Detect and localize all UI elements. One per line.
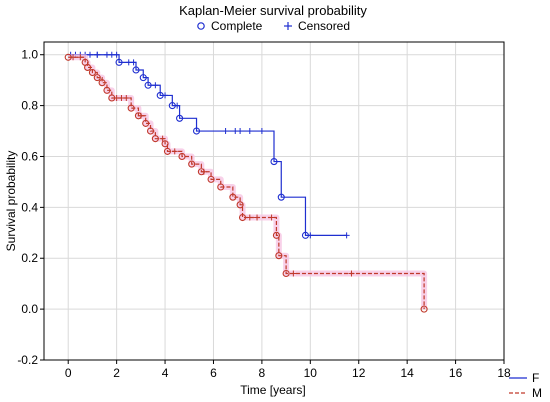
x-tick-label: 8	[259, 366, 266, 380]
series-f-censored-mark	[246, 128, 253, 135]
series-m-event-point	[178, 152, 186, 161]
series-m-event-point	[282, 269, 290, 278]
series-f-event-point	[144, 81, 152, 89]
series-f-event-point	[168, 102, 176, 110]
y-axis-label: Survival probability	[4, 151, 18, 252]
series-m-censored-mark	[348, 270, 355, 277]
series-f-censored-mark	[237, 128, 244, 135]
series-m-censored-mark	[171, 148, 178, 155]
series-m-event-point	[272, 231, 280, 239]
x-tick-label: 14	[400, 366, 414, 380]
x-tick-label: 2	[113, 366, 120, 380]
y-tick-label: -0.2	[17, 353, 38, 367]
series-f-censored-mark	[258, 128, 265, 135]
series-m-censored-mark	[268, 214, 275, 221]
series-f-event-point	[156, 91, 164, 99]
series-m-event-point	[197, 168, 205, 176]
x-tick-label: 0	[65, 366, 72, 380]
series-m-line	[68, 56, 425, 310]
censored-legend-label: Censored	[298, 19, 350, 33]
x-tick-label: 12	[352, 366, 366, 380]
y-tick-label: 0.2	[21, 251, 38, 265]
x-tick-label: 10	[304, 366, 318, 380]
plot-area-frame	[43, 41, 505, 361]
series-m-event-point	[236, 201, 244, 209]
series-f-event-point	[277, 193, 285, 201]
series-m-censored-mark	[77, 54, 84, 61]
series-m-event-point	[98, 79, 106, 87]
series-m-event-point	[103, 86, 111, 94]
series-m-event-point	[188, 160, 196, 168]
series-m-censored-mark	[159, 135, 166, 142]
series-f-event-point	[139, 74, 147, 82]
series-m-censored-mark	[123, 94, 130, 101]
y-tick-label: 0.8	[21, 99, 38, 113]
series-f-censored-mark	[343, 232, 350, 239]
series-m-event-point	[275, 252, 283, 260]
series-f-censored-mark	[130, 59, 137, 66]
series-m-event-point	[108, 94, 116, 102]
series-m-event-point	[161, 140, 169, 148]
x-tick-label: 18	[497, 366, 511, 380]
series-m-event-point	[64, 53, 72, 61]
series-m	[64, 53, 428, 313]
series-m-event-point	[134, 112, 142, 120]
series-m-event-point	[146, 127, 155, 135]
y-tick-label: 0.6	[21, 149, 38, 163]
series-f-event-point	[132, 66, 140, 74]
series-legend-label-m: M	[532, 386, 542, 400]
x-tick-label: 4	[162, 366, 169, 380]
series-m-event-point	[217, 183, 225, 191]
series-f-event-point	[270, 158, 278, 166]
series-m-censored-mark	[246, 214, 253, 221]
series-m-event-point	[151, 135, 159, 143]
series-m-event-point	[420, 305, 428, 313]
chart-title: Kaplan-Meier survival probability	[179, 3, 367, 18]
series-m-event-point	[142, 119, 150, 127]
y-tick-label: 1.0	[21, 48, 38, 62]
series-m-event-point	[238, 213, 247, 222]
series-legend-label-f: F	[532, 371, 539, 385]
complete-marker-icon	[197, 22, 205, 30]
series-f-event-point	[176, 114, 184, 122]
series-layer	[64, 51, 428, 313]
series-f-censored-mark	[113, 51, 120, 58]
series-m-event-point	[84, 63, 92, 71]
series-m-event-point	[207, 175, 215, 183]
series-f	[67, 51, 350, 239]
series-m-event-point	[127, 104, 135, 112]
series-m-event-point	[88, 68, 96, 77]
series-f-line	[68, 54, 347, 236]
series-f-censored-mark	[94, 51, 101, 58]
series-f-event-point	[192, 127, 201, 135]
axis-ticks: 0 2 4 6 8 10 12 14 16 18 -0.2 0.0 0.2 0.4 0.6 0.8 1.0	[17, 48, 511, 380]
series-f-event-point	[301, 231, 310, 239]
series-f-event-point	[115, 58, 123, 66]
x-tick-label: 16	[449, 366, 463, 380]
series-m-censored-mark	[254, 214, 261, 221]
censored-marker-icon	[284, 22, 292, 30]
series-f-censored-mark	[222, 128, 229, 135]
series-legend: F M	[509, 371, 542, 400]
x-tick-label: 6	[210, 366, 217, 380]
marker-legend: Complete Censored	[197, 19, 350, 33]
y-tick-label: 0.0	[21, 302, 38, 316]
series-m-censored-mark	[290, 270, 297, 277]
series-m-event-point	[93, 74, 101, 82]
y-tick-label: 0.4	[21, 200, 38, 214]
series-f-censored-mark	[87, 51, 93, 58]
complete-legend-label: Complete	[211, 19, 263, 33]
series-m-event-point	[229, 193, 237, 201]
series-m-event-point	[163, 147, 172, 155]
series-f-censored-mark	[152, 82, 159, 89]
x-axis-label: Time [years]	[240, 383, 306, 397]
